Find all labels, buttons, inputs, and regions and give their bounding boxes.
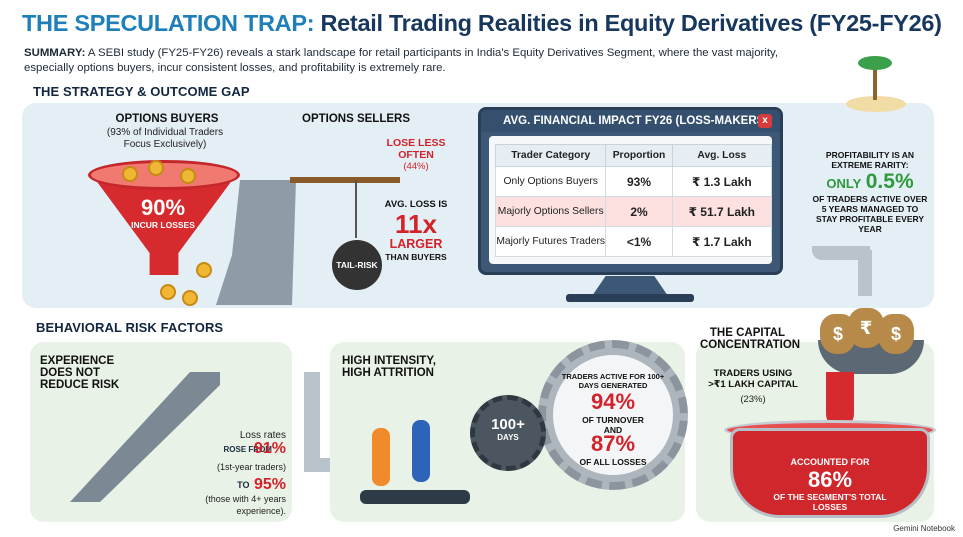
table-header: Trader Category	[494, 144, 607, 167]
monitor-stand	[592, 276, 668, 296]
avg-loss-than: THAN BUYERS	[385, 252, 447, 262]
first-year-label: (1st-year traders)	[216, 462, 286, 472]
buyers-loss-pct: 90%	[140, 195, 186, 220]
coin-icon	[180, 168, 196, 184]
table-header: Proportion	[605, 144, 673, 167]
runner-icon	[412, 420, 430, 482]
capital-using-label: TRADERS USING >₹1 LAKH CAPITAL	[708, 368, 798, 390]
avg-loss-value: 11x	[395, 209, 437, 239]
intensity-title: HIGH INTENSITY, HIGH ATTRITION	[342, 355, 436, 379]
title-rest: Retail Trading Realities in Equity Deriv…	[320, 10, 942, 36]
experienced-pct: 95%	[253, 476, 286, 493]
table-cell: 2%	[605, 196, 673, 227]
days-label: DAYS	[497, 433, 519, 442]
table-cell: ₹ 1.7 Lakh	[671, 226, 773, 257]
rose-from-label: ROSE FROM	[223, 444, 272, 454]
rope-icon	[355, 180, 357, 238]
coin-icon	[148, 160, 164, 176]
profit-value: 0.5%	[865, 170, 914, 193]
tail-risk-ball: TAIL-RISK	[332, 240, 382, 290]
accounted-pct: 86%	[807, 467, 853, 492]
accounted-label: ACCOUNTED FOR	[790, 457, 870, 467]
table-cell: ₹ 1.3 Lakh	[671, 166, 773, 197]
summary-text: A SEBI study (FY25-FY26) reveals a stark…	[24, 47, 779, 74]
runner-icon	[372, 428, 390, 486]
to-row: TO 95%	[204, 476, 286, 494]
experienced-label: (those with 4+ years experience).	[205, 494, 286, 516]
red-stream-icon	[826, 372, 854, 428]
sellers-lose-less: LOSE LESS OFTEN	[386, 137, 446, 161]
table-cell: Only Options Buyers	[494, 166, 607, 197]
close-icon[interactable]: x	[758, 114, 772, 128]
coin-icon	[122, 166, 138, 182]
table-cell: ₹ 51.7 Lakh	[671, 196, 773, 227]
page-title: THE SPECULATION TRAP: Retail Trading Rea…	[22, 10, 942, 37]
pipe	[304, 372, 320, 472]
vat-icon	[730, 428, 930, 518]
table-cell: Majorly Futures Traders	[494, 226, 607, 257]
traders-active-label: TRADERS ACTIVE FOR 100+ DAYS GENERATED	[561, 372, 665, 390]
losses-label: OF ALL LOSSES	[579, 457, 647, 467]
days-gear-icon: 100+ DAYS	[470, 395, 546, 471]
pipe	[812, 246, 870, 260]
table-header-row: Trader Category Proportion Avg. Loss	[494, 144, 773, 167]
island-icon	[846, 96, 906, 112]
funnel-rim	[88, 160, 240, 190]
impact-table-title: AVG. FINANCIAL IMPACT FY26 (LOSS-MAKERS)	[481, 110, 780, 132]
table-row: Majorly Futures Traders <1% ₹ 1.7 Lakh	[494, 226, 773, 257]
gear-center	[553, 355, 673, 475]
impact-monitor: AVG. FINANCIAL IMPACT FY26 (LOSS-MAKERS)…	[478, 107, 783, 275]
profit-value-row: ONLY 0.5%	[812, 170, 928, 194]
summary: SUMMARY: A SEBI study (FY25-FY26) reveal…	[24, 46, 784, 75]
loss-rates-label: Loss rates	[239, 430, 286, 441]
palm-tree-icon	[873, 62, 877, 100]
accounted-desc: OF THE SEGMENT'S TOTAL LOSSES	[773, 492, 887, 512]
treadmill-icon	[360, 490, 470, 504]
first-year-pct: 91%	[253, 440, 286, 457]
impact-table: Trader Category Proportion Avg. Loss Onl…	[494, 144, 773, 257]
table-row: Majorly Options Sellers 2% ₹ 51.7 Lakh	[494, 196, 773, 227]
coin-icon	[182, 290, 198, 306]
avg-loss-larger: LARGER	[389, 237, 443, 251]
options-sellers-title: OPTIONS SELLERS	[302, 113, 410, 125]
capital-title: THE CAPITAL CONCENTRATION	[700, 327, 801, 351]
bridge-icon	[290, 177, 400, 183]
table-cell: 93%	[605, 166, 673, 197]
table-header: Avg. Loss	[671, 144, 773, 167]
profit-line1: PROFITABILITY IS AN EXTREME RARITY:	[825, 150, 915, 170]
options-buyers-title: OPTIONS BUYERS	[115, 113, 219, 125]
coin-icon	[160, 284, 176, 300]
footer-brand: Gemini Notebook	[893, 524, 955, 533]
sellers-lose-pct: (44%)	[403, 161, 429, 172]
money-bag-icon: $	[878, 314, 914, 354]
profit-line2: OF TRADERS ACTIVE OVER 5 YEARS MANAGED T…	[812, 194, 928, 234]
impact-screen: Trader Category Proportion Avg. Loss Onl…	[489, 136, 773, 264]
coin-icon	[196, 262, 212, 278]
buyers-loss-label: INCUR LOSSES	[131, 220, 195, 230]
strategy-heading: THE STRATEGY & OUTCOME GAP	[33, 84, 250, 99]
rose-from-row: ROSE FROM 91%	[204, 440, 286, 458]
to-label: TO	[237, 480, 250, 490]
losses-pct: 87%	[590, 431, 636, 456]
avg-loss-label: AVG. LOSS IS	[384, 199, 448, 210]
capital-using-pct: (23%)	[740, 394, 766, 405]
profit-only: ONLY	[826, 176, 862, 191]
pipe	[858, 250, 872, 296]
behavioral-heading: BEHAVIORAL RISK FACTORS	[36, 320, 224, 335]
table-cell: <1%	[605, 226, 673, 257]
title-accent: THE SPECULATION TRAP:	[22, 10, 315, 36]
monitor-base	[566, 294, 694, 302]
summary-label: SUMMARY:	[24, 47, 86, 59]
and-label: AND	[603, 425, 623, 435]
table-cell: Majorly Options Sellers	[494, 196, 607, 227]
turnover-pct: 94%	[590, 389, 636, 414]
table-row: Only Options Buyers 93% ₹ 1.3 Lakh	[494, 166, 773, 197]
palm-leaves-icon	[858, 56, 892, 70]
options-buyers-sub: (93% of Individual Traders Focus Exclusi…	[106, 127, 224, 150]
experience-title: EXPERIENCE DOES NOT REDUCE RISK	[40, 355, 120, 391]
days-value: 100+	[491, 416, 525, 433]
turnover-label: OF TURNOVER	[582, 415, 644, 425]
